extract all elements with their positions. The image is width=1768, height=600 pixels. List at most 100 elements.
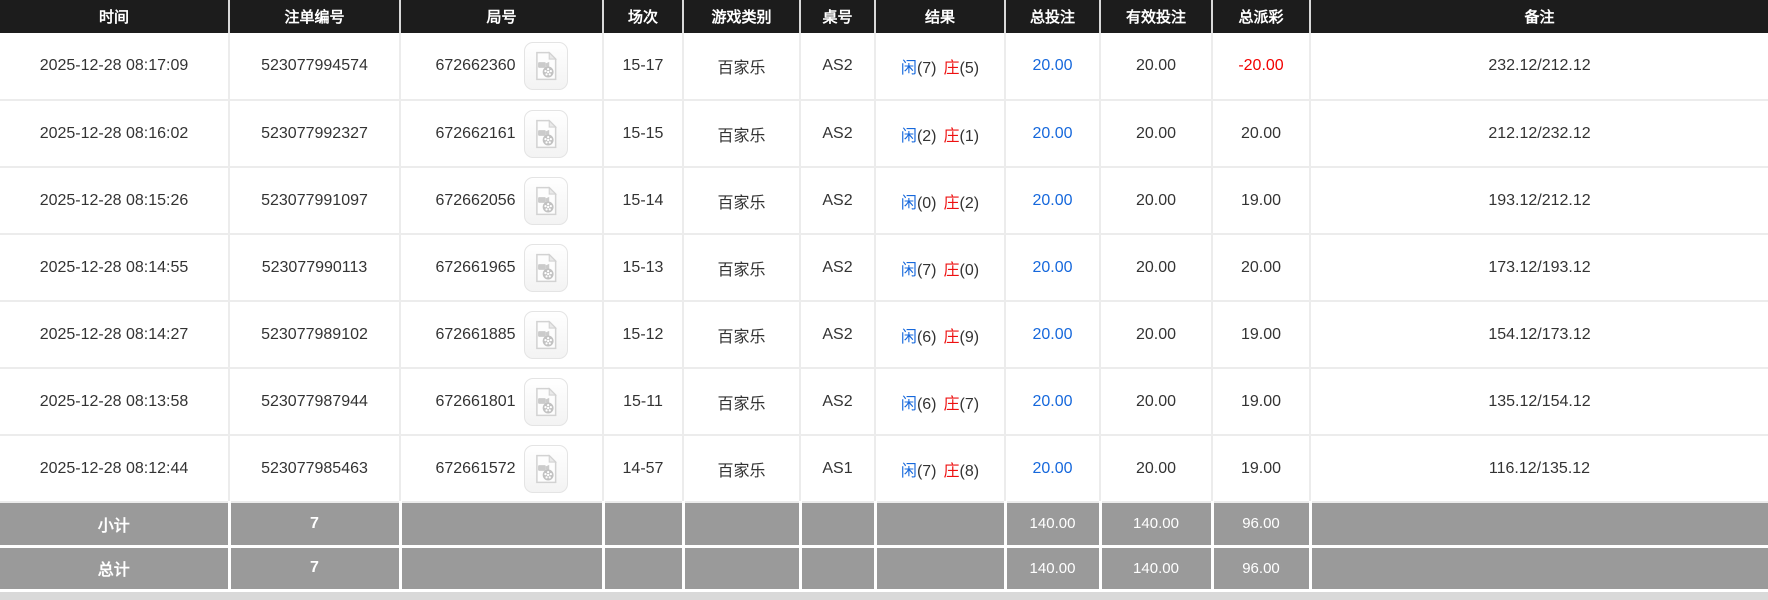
cell-table-number: AS2 (800, 301, 876, 369)
col-header-time: 时间 (0, 0, 230, 33)
video-replay-button[interactable] (523, 377, 568, 426)
video-replay-button[interactable] (523, 243, 568, 292)
cell-round-number: 672661801 (400, 368, 604, 436)
result-player-score: (7) (916, 60, 937, 77)
cell-bet-number: 523077990113 (229, 234, 401, 302)
cell-session: 15-15 (603, 100, 684, 168)
cell-result: 闲(7) 庄(5) (875, 33, 1006, 101)
round-number-text: 672662161 (435, 124, 516, 142)
total-bet-amount[interactable]: 20.00 (1032, 124, 1073, 142)
result-player-label: 闲 (900, 194, 917, 212)
video-file-icon (535, 386, 557, 416)
col-header-table_no: 桌号 (800, 0, 876, 33)
grandtotal-row-empty-cell (683, 546, 802, 592)
video-replay-button[interactable] (523, 310, 568, 359)
result-player-score: (0) (916, 194, 937, 212)
grandtotal-row-empty-cell (400, 546, 605, 592)
table-row: 2025-12-28 08:14:27 523077989102 6726618… (0, 301, 1768, 369)
cell-valid-bet: 20.00 (1100, 33, 1213, 101)
cell-time: 2025-12-28 08:12:44 (0, 435, 230, 503)
subtotal-row-empty-cell (875, 502, 1007, 548)
cell-remark: 154.12/173.12 (1310, 301, 1768, 369)
subtotal-row-empty-cell (1310, 502, 1768, 548)
total-bet-amount[interactable]: 20.00 (1032, 258, 1073, 276)
cell-session: 14-57 (603, 435, 684, 503)
subtotal-row-label: 小计 (0, 502, 231, 548)
cell-session: 15-13 (603, 234, 684, 302)
round-number-group: 672662360 (401, 42, 602, 90)
subtotal-row-empty-cell (400, 502, 605, 548)
result-banker-label: 庄 (943, 328, 960, 346)
round-number-text: 672662056 (435, 191, 516, 209)
total-bet-amount[interactable]: 20.00 (1032, 392, 1073, 410)
table-row: 2025-12-28 08:16:02 523077992327 6726621… (0, 100, 1768, 168)
col-header-session: 场次 (603, 0, 684, 33)
cell-valid-bet: 20.00 (1100, 100, 1213, 168)
cell-valid-bet: 20.00 (1100, 435, 1213, 503)
cell-round-number: 672661885 (400, 301, 604, 369)
result-player-score: (2) (916, 127, 937, 145)
col-header-result: 结果 (875, 0, 1006, 33)
cell-table-number: AS2 (800, 33, 876, 101)
total-bet-amount[interactable]: 20.00 (1032, 459, 1073, 477)
video-replay-button[interactable] (523, 42, 568, 90)
table-row: 2025-12-28 08:13:58 523077987944 6726618… (0, 368, 1768, 436)
col-header-total_payout: 总派彩 (1212, 0, 1311, 33)
round-number-group: 672661965 (401, 243, 602, 292)
col-header-total_bet: 总投注 (1005, 0, 1101, 33)
result-player-score: (7) (916, 261, 937, 279)
cell-remark: 193.12/212.12 (1310, 167, 1768, 235)
subtotal-row-total-payout: 96.00 (1212, 502, 1312, 548)
col-header-remark: 备注 (1310, 0, 1768, 33)
result-player-score: (7) (916, 462, 937, 480)
cell-remark: 173.12/193.12 (1310, 234, 1768, 302)
round-number-text: 672661885 (435, 325, 516, 343)
video-replay-button[interactable] (523, 109, 568, 158)
cell-remark: 232.12/212.12 (1310, 33, 1768, 101)
result-banker-score: (1) (959, 127, 980, 145)
grandtotal-row-empty-cell (603, 546, 685, 592)
video-replay-button[interactable] (523, 176, 568, 225)
cell-total-bet: 20.00 (1005, 167, 1101, 235)
table-header: 时间 注单编号 局号 场次 游戏类别 桌号 结果 总投注 有效投注 总派彩 备注 (0, 0, 1768, 33)
col-header-game_type: 游戏类别 (683, 0, 801, 33)
cell-time: 2025-12-28 08:17:09 (0, 33, 230, 101)
result-player-label: 闲 (900, 127, 917, 145)
cell-bet-number: 523077994574 (229, 33, 401, 101)
cell-round-number: 672661965 (400, 234, 604, 302)
table-row: 2025-12-28 08:17:09 523077994574 6726623… (0, 33, 1768, 101)
result-player-label: 闲 (900, 261, 917, 279)
subtotal-row-empty-cell (603, 502, 685, 548)
total-bet-amount[interactable]: 20.00 (1032, 57, 1073, 74)
video-file-icon (535, 185, 557, 215)
col-header-round_no: 局号 (400, 0, 604, 33)
grandtotal-row-label: 总计 (0, 546, 231, 592)
cell-remark: 212.12/232.12 (1310, 100, 1768, 168)
round-number-group: 672662161 (401, 109, 602, 158)
video-file-icon (535, 453, 557, 483)
result-player-score: (6) (916, 328, 937, 346)
table-row: 2025-12-28 08:12:44 523077985463 6726615… (0, 435, 1768, 503)
cell-remark: 135.12/154.12 (1310, 368, 1768, 436)
grandtotal-row-count: 7 (229, 546, 402, 592)
result-player-score: (6) (916, 395, 937, 413)
round-number-text: 672661801 (435, 392, 516, 410)
video-file-icon (535, 51, 557, 81)
cell-total-payout: 19.00 (1212, 167, 1311, 235)
col-header-valid_bet: 有效投注 (1100, 0, 1213, 33)
cell-time: 2025-12-28 08:13:58 (0, 368, 230, 436)
video-replay-button[interactable] (523, 444, 568, 493)
total-bet-amount[interactable]: 20.00 (1032, 325, 1073, 343)
round-number-text: 672661572 (435, 459, 516, 477)
cell-round-number: 672661572 (400, 435, 604, 503)
result-banker-label: 庄 (943, 462, 960, 480)
cell-round-number: 672662360 (400, 33, 604, 101)
cell-result: 闲(6) 庄(7) (875, 368, 1006, 436)
grandtotal-row: 总计 7 140.00 140.00 96.00 (0, 546, 1768, 592)
cell-game-type: 百家乐 (683, 435, 801, 503)
table-body: 2025-12-28 08:17:09 523077994574 6726623… (0, 33, 1768, 503)
cell-total-bet: 20.00 (1005, 368, 1101, 436)
result-player-label: 闲 (900, 328, 917, 346)
table-row: 2025-12-28 08:15:26 523077991097 6726620… (0, 167, 1768, 235)
total-bet-amount[interactable]: 20.00 (1032, 191, 1073, 209)
